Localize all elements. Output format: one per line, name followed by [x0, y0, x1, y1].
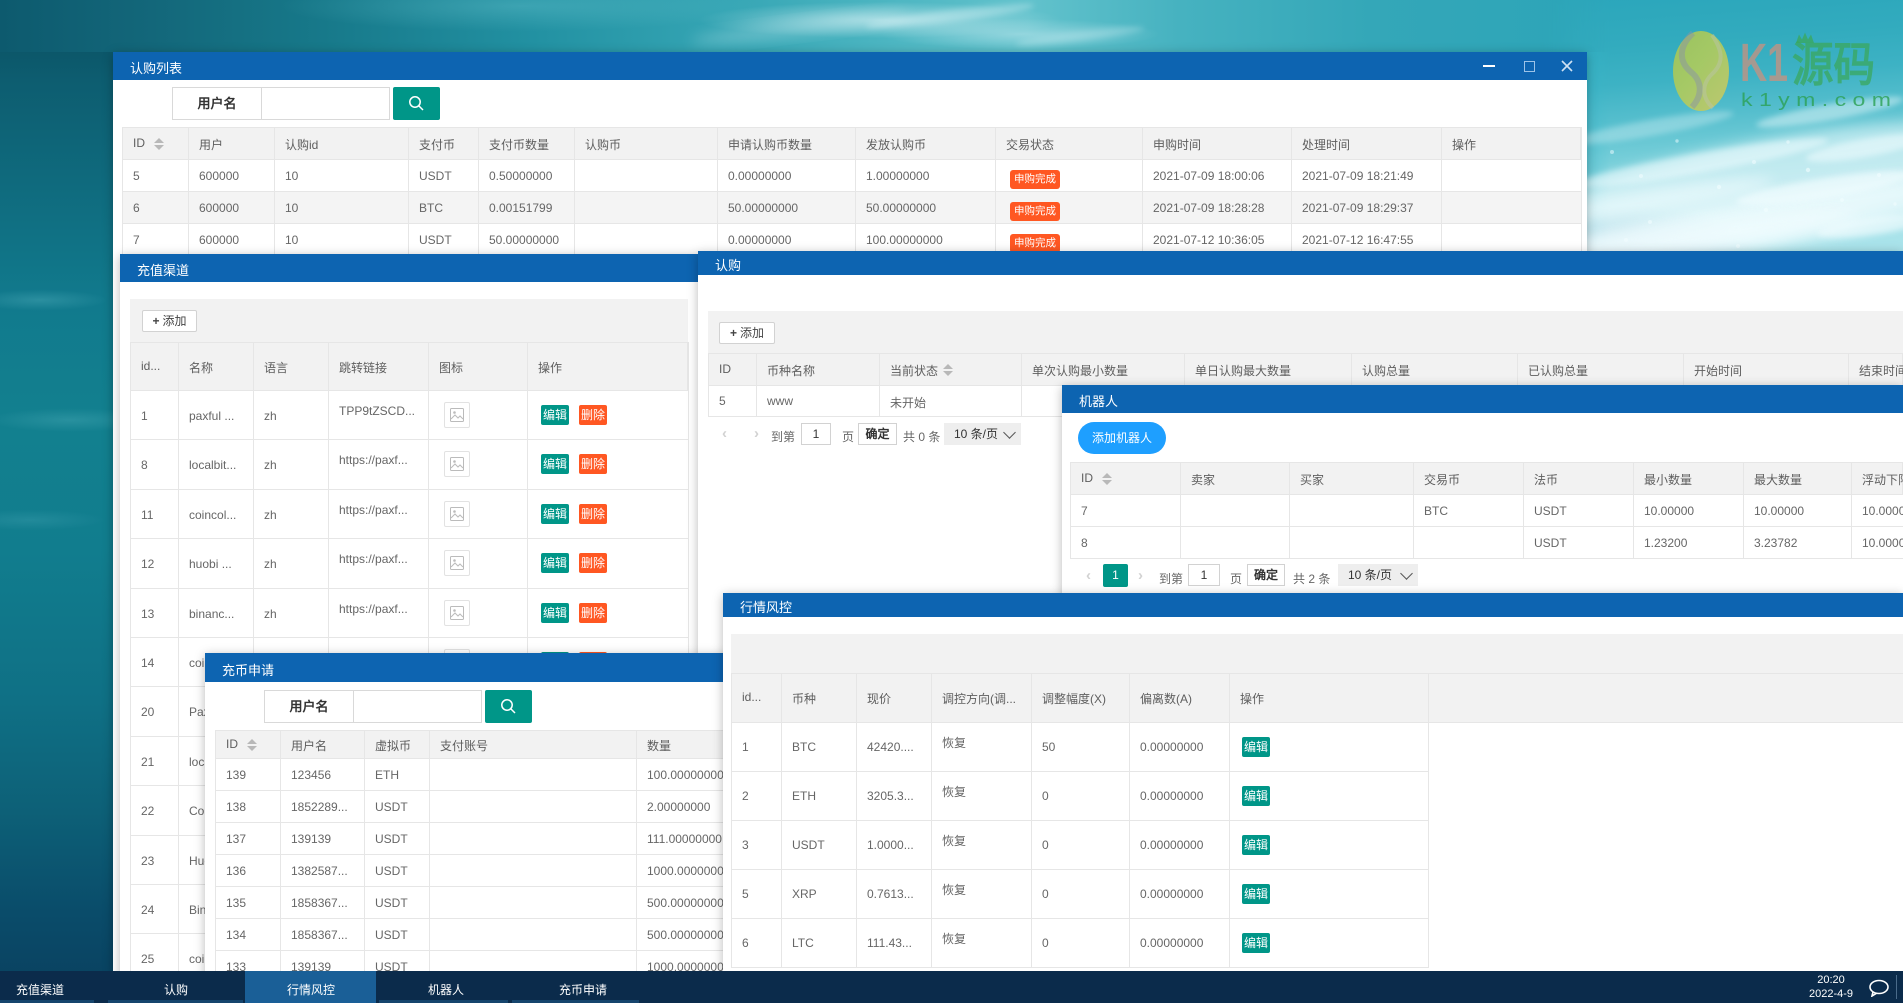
- svg-text:源码: 源码: [1792, 38, 1875, 91]
- svg-text:K1: K1: [1740, 33, 1788, 93]
- svg-text:k 1 y m . c o m: k 1 y m . c o m: [1741, 90, 1891, 110]
